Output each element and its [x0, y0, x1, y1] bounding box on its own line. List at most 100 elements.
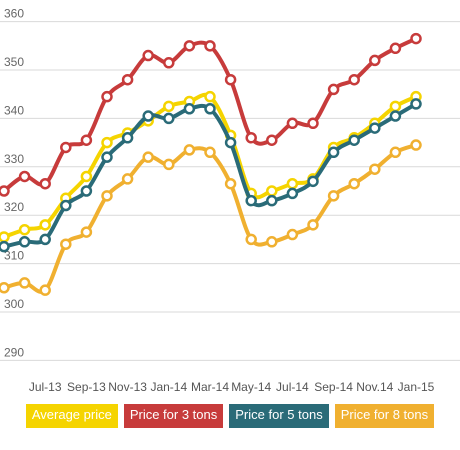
series-4	[0, 139, 422, 296]
data-point	[18, 223, 31, 236]
data-point	[142, 151, 154, 163]
data-point	[410, 98, 422, 110]
data-point	[348, 134, 360, 146]
x-tick-label: Jul-13	[29, 380, 62, 394]
legend-item-3: Price for 5 tons	[229, 404, 329, 428]
x-tick-label: Jan-15	[398, 380, 435, 394]
series-3	[0, 98, 422, 253]
data-point	[204, 40, 216, 52]
x-tick-label: Sep-14	[314, 380, 353, 394]
x-tick-label: Mar-14	[191, 380, 229, 394]
data-point	[369, 163, 381, 175]
data-point	[101, 151, 113, 163]
data-point	[286, 117, 299, 130]
y-tick-label: 310	[4, 249, 24, 263]
data-point	[183, 103, 196, 115]
data-point	[60, 238, 72, 250]
data-point	[0, 282, 10, 294]
y-tick-label: 340	[4, 103, 24, 117]
data-point	[142, 49, 154, 62]
data-point	[39, 233, 51, 246]
data-point	[80, 170, 93, 183]
data-point	[224, 177, 237, 190]
data-point	[245, 194, 257, 207]
y-tick-label: 330	[4, 152, 24, 166]
data-point	[121, 132, 134, 144]
data-point	[142, 110, 154, 122]
data-point	[60, 199, 72, 212]
data-point	[307, 117, 319, 130]
x-tick-label: Sep-13	[67, 380, 106, 394]
legend: Average price Price for 3 tons Price for 5…	[0, 404, 460, 428]
data-point	[348, 177, 360, 190]
series-line	[2, 101, 418, 249]
x-tick-label: Nov.14	[356, 380, 393, 394]
data-point	[286, 187, 299, 200]
data-point	[39, 219, 51, 231]
data-point	[410, 32, 422, 45]
data-point	[80, 134, 93, 146]
data-point	[0, 240, 10, 253]
data-point	[266, 236, 278, 248]
y-tick-label: 320	[4, 200, 24, 214]
data-point	[80, 185, 93, 197]
data-point	[163, 100, 175, 113]
data-point	[224, 136, 237, 149]
grid-lines	[0, 21, 460, 361]
x-axis-tick-labels: Jul-13 Sep-13 Nov-13 Jan-14 Mar-14 May-14 Jul-…	[29, 380, 435, 394]
data-point	[39, 284, 51, 296]
data-point	[389, 146, 402, 159]
data-point	[163, 158, 175, 171]
y-tick-label: 300	[4, 297, 24, 311]
data-point	[163, 57, 175, 69]
data-point	[121, 73, 134, 86]
x-tick-label: Jan-14	[150, 380, 187, 394]
data-point	[18, 277, 31, 289]
y-tick-label: 350	[4, 55, 24, 69]
data-point	[101, 190, 113, 202]
data-point	[183, 40, 196, 52]
data-point	[307, 175, 319, 188]
x-tick-label: Jul-14	[276, 380, 309, 394]
data-point	[0, 185, 10, 197]
data-point	[266, 134, 278, 146]
data-point	[224, 73, 237, 86]
data-point	[266, 194, 278, 207]
data-point	[80, 226, 93, 238]
data-point	[121, 173, 134, 185]
series-lines	[0, 32, 422, 296]
data-point	[369, 54, 381, 67]
data-point	[101, 136, 113, 149]
data-point	[266, 185, 278, 197]
y-tick-label: 290	[4, 345, 24, 359]
data-point	[327, 83, 340, 96]
data-point	[204, 90, 216, 103]
x-tick-label: Nov-13	[108, 380, 147, 394]
data-point	[286, 177, 299, 190]
data-point	[327, 146, 340, 159]
data-point	[204, 146, 216, 159]
legend-item-2: Price for 3 tons	[123, 404, 224, 428]
y-axis-tick-labels: 290 300 310 320 330 340 350 360	[4, 7, 24, 360]
data-point	[204, 103, 216, 115]
series-2	[0, 32, 422, 197]
data-point	[101, 90, 113, 103]
data-point	[39, 177, 51, 190]
data-point	[60, 141, 72, 154]
data-point	[286, 228, 299, 241]
x-tick-label: May-14	[231, 380, 271, 394]
data-point	[183, 144, 196, 156]
data-point	[18, 236, 31, 248]
data-point	[389, 110, 402, 122]
data-point	[245, 132, 257, 144]
legend-item-4: Price for 8 tons	[334, 404, 435, 428]
data-point	[348, 73, 360, 86]
data-point	[0, 231, 10, 243]
data-point	[389, 100, 402, 113]
data-point	[327, 190, 340, 202]
data-point	[18, 170, 31, 183]
data-point	[389, 42, 402, 55]
data-point	[410, 139, 422, 151]
series-line	[2, 36, 418, 193]
